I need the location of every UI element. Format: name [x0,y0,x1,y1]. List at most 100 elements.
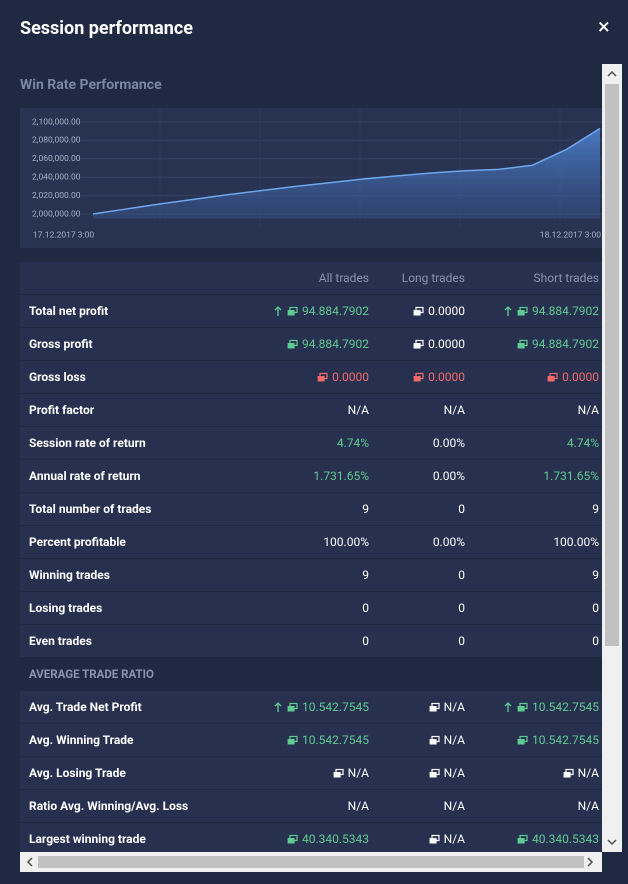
money-icon [517,837,525,843]
money-icon [317,375,325,381]
table-cell: 0 [592,625,599,657]
y-tick-label: 2,060,000.00 [32,154,81,164]
table-row: Even trades 0 0 0 [20,625,602,658]
table-cell: 10.542.7545 [517,724,599,756]
y-tick-label: 2,020,000.00 [32,191,81,201]
table-cell: 9 [592,493,599,525]
table-cell: 10.542.7545 [274,691,369,723]
cell-value: 0.0000 [562,370,599,384]
column-header: Long trades [401,271,465,285]
cell-value: 0 [592,601,599,615]
money-icon [563,771,571,777]
table-cell: 1.731.65% [543,460,599,492]
money-icon [517,705,525,711]
cell-value: 100.00% [553,535,599,549]
icon [413,339,424,348]
cell-value: 94.884.7902 [531,337,599,351]
table-row: Largest winning trade 40.340.5343 N/A 40.34… [20,823,602,852]
table-cell: 0.0000 [413,295,465,327]
table-row: Total number of trades 9 0 9 [20,493,602,526]
table-row: Percent profitable 100.00% 0.00% 100.00% [20,526,602,559]
row-label: Total number of trades [29,502,152,516]
icon [504,701,528,712]
table-cell: 0.00% [433,427,465,459]
table-cell: N/A [563,757,599,789]
cell-value: 4.74% [336,436,369,450]
money-icon [429,837,437,843]
table-cell: 0.0000 [547,361,599,393]
money-icon [287,309,295,315]
row-label: Total net profit [29,304,109,318]
row-label: Profit factor [29,403,95,417]
table-row: Avg. Trade Net Profit 10.542.7545 N/A 10.54… [20,691,602,724]
table-cell: 0.0000 [413,361,465,393]
scroll-thumb[interactable] [38,856,584,868]
table-cell: N/A [348,790,369,822]
cell-value: 40.340.5343 [301,832,369,846]
y-tick-label: 2,040,000.00 [32,172,81,182]
icon [413,372,424,381]
money-icon [287,837,295,843]
table-cell: 40.340.5343 [287,823,369,852]
money-icon [517,342,525,348]
table-cell: 10.542.7545 [504,691,599,723]
cell-value: 9 [592,568,599,582]
cell-value: 0.0000 [428,304,465,318]
icon [429,834,440,843]
icon [274,701,298,712]
cell-value: 0 [362,634,369,648]
money-icon [429,738,437,744]
money-icon [287,738,295,744]
cell-value: N/A [443,799,465,813]
cell-value: 9 [362,502,369,516]
table-row: Losing trades 0 0 0 [20,592,602,625]
close-button[interactable]: × [598,15,610,40]
cell-value: 0.0000 [332,370,369,384]
dialog-title: Session performance [20,18,193,39]
table-cell: 0.00% [433,526,465,558]
table-cell: 1.731.65% [313,460,369,492]
row-label: Avg. Losing Trade [29,766,126,780]
table-cell: 9 [592,559,599,591]
cell-value: 9 [592,502,599,516]
cell-value: 10.542.7545 [301,733,369,747]
row-label: Annual rate of return [29,469,141,483]
table-cell: N/A [578,790,599,822]
row-label: Even trades [29,634,92,648]
arrow-up [274,701,282,712]
cell-value: 1.731.65% [543,469,599,483]
column-header: Short trades [533,271,599,285]
cell-value: 40.340.5343 [531,832,599,846]
cell-value: 0 [458,601,465,615]
scroll-thumb[interactable] [605,84,619,646]
cell-value: N/A [443,733,465,747]
table-row: Session rate of return 4.74% 0.00% 4.74% [20,427,602,460]
table-cell: N/A [578,394,599,426]
cell-value: 4.74% [566,436,599,450]
money-icon [413,309,421,315]
table-cell: 40.340.5343 [517,823,599,852]
table-row: Ratio Avg. Winning/Avg. Loss N/A N/A N/A [20,790,602,823]
row-label: Avg. Winning Trade [29,733,134,747]
x-tick-label: 17.12.2017 3:00 [33,230,94,240]
table-cell: N/A [429,757,465,789]
chart: 2,000,000.00 2,020,000.00 2,040,000.00 2,06… [20,108,602,248]
cell-value: 0.0000 [428,370,465,384]
table-cell: 100.00% [323,526,369,558]
row-label: Ratio Avg. Winning/Avg. Loss [29,799,189,813]
money-icon [413,375,421,381]
cell-value: N/A [347,766,369,780]
x-tick-label: 18.12.2017 3:00 [540,230,601,240]
money-icon [517,738,525,744]
row-label: Largest winning trade [29,832,146,846]
table-cell: 0 [458,592,465,624]
icon [287,735,298,744]
icon [317,372,328,381]
scroll-viewport: Win Rate Performance 2,000,000.00 2,020,0… [0,64,602,852]
arrow-up [274,305,282,316]
section-header: AVERAGE TRADE RATIO [20,658,602,691]
table-cell: N/A [429,724,465,756]
table-cell: 4.74% [567,427,599,459]
money-icon [287,705,295,711]
